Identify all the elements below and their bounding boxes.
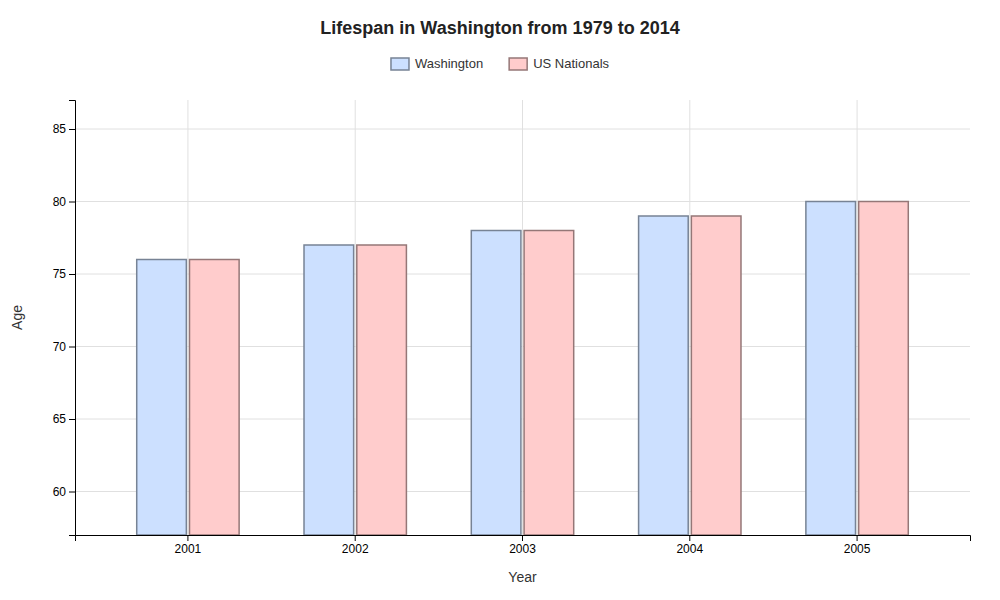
tick: 80	[53, 195, 75, 209]
tick-label: 65	[53, 412, 67, 426]
tick-mark	[69, 347, 75, 348]
legend-swatch	[391, 58, 409, 70]
bar	[859, 202, 909, 536]
chart: 2001 2002 2003 2004 2005 60 65 70 75 80 85 Year Age L…	[0, 0, 1000, 600]
bar	[304, 245, 354, 535]
tick: 60	[53, 485, 75, 499]
tick-mark	[187, 535, 188, 541]
tick-mark	[69, 492, 75, 493]
tick-mark	[69, 274, 75, 275]
tick-mark	[69, 129, 75, 130]
tick-label: 60	[53, 485, 67, 499]
tick-label: 70	[53, 340, 67, 354]
bar	[806, 202, 856, 536]
grid-line	[522, 100, 523, 535]
title: Lifespan in Washington from 1979 to 2014	[320, 18, 679, 38]
tick-label: 85	[53, 122, 67, 136]
series	[137, 202, 856, 536]
bars	[137, 202, 909, 536]
tick: 2004	[676, 535, 703, 556]
grid-line	[355, 100, 356, 535]
tick-label: 2004	[676, 542, 703, 556]
plot: 2001 2002 2003 2004 2005 60 65 70 75 80 85	[53, 100, 971, 556]
tick-mark	[355, 535, 356, 541]
tick: 85	[53, 122, 75, 136]
y-axis: 60 65 70 75 80 85	[53, 101, 76, 536]
legend: Washington US Nationals	[391, 56, 610, 71]
grid-line	[857, 100, 858, 535]
bar	[691, 216, 741, 535]
tick: 75	[53, 267, 75, 281]
legend-swatch	[509, 58, 527, 70]
tick-label: 2001	[175, 542, 202, 556]
axis-line	[69, 101, 76, 536]
tick-label: 2005	[844, 542, 871, 556]
grid-line	[689, 100, 690, 535]
tick-label: 75	[53, 267, 67, 281]
series	[190, 202, 909, 536]
legend-item: US Nationals	[509, 56, 609, 71]
legend-label: US Nationals	[533, 56, 609, 71]
tick-mark	[69, 202, 75, 203]
x-axis-title: Year	[508, 569, 537, 585]
x-axis: 2001 2002 2003 2004 2005	[76, 535, 971, 556]
legend-item: Washington	[391, 56, 483, 71]
axis-line	[76, 536, 971, 542]
tick: 2001	[175, 535, 202, 556]
tick-mark	[857, 535, 858, 541]
tick-mark	[522, 535, 523, 541]
grid	[75, 100, 970, 535]
tick: 2005	[844, 535, 871, 556]
grid-line	[187, 100, 188, 535]
bar	[471, 231, 521, 536]
tick-label: 80	[53, 195, 67, 209]
tick-mark	[69, 419, 75, 420]
bar	[137, 260, 187, 536]
bar	[357, 245, 407, 535]
legend-label: Washington	[415, 56, 483, 71]
bar	[190, 260, 240, 536]
tick-label: 2003	[509, 542, 536, 556]
bar	[639, 216, 689, 535]
bar	[524, 231, 574, 536]
tick-label: 2002	[342, 542, 369, 556]
y-axis-title: Age	[9, 305, 25, 330]
tick: 2003	[509, 535, 536, 556]
tick: 70	[53, 340, 75, 354]
tick: 2002	[342, 535, 369, 556]
tick-mark	[689, 535, 690, 541]
tick: 65	[53, 412, 75, 426]
